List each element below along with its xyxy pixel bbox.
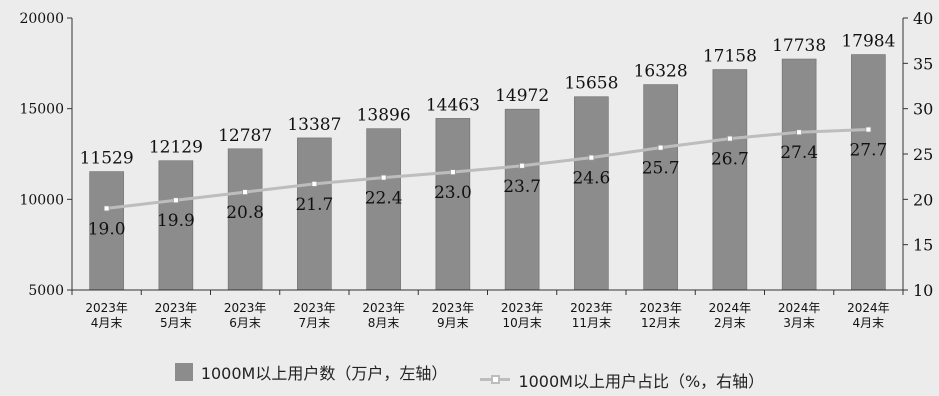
share-point (796, 129, 803, 136)
bar-value-label: 16328 (634, 62, 688, 82)
bar-value-label: 11529 (80, 149, 134, 169)
share-value-label: 19.0 (88, 219, 126, 239)
share-value-label: 27.4 (780, 143, 818, 163)
x-tick-label: 2023年 4月末 (85, 301, 128, 330)
bar-value-label: 12787 (218, 126, 272, 146)
x-tick-label: 2023年 7月末 (293, 301, 336, 330)
share-point (380, 174, 387, 181)
share-value-label: 23.0 (434, 183, 472, 203)
bar (574, 96, 609, 291)
x-tick-label: 2024年 2月末 (709, 301, 752, 330)
bar (504, 108, 540, 291)
share-value-label: 21.7 (295, 195, 333, 215)
right-tick-label: 30 (913, 100, 933, 119)
share-value-label: 25.7 (642, 159, 680, 179)
right-tick-label: 25 (913, 145, 933, 164)
chart: 5000 10000 15000 20000 10 15 20 25 30 35 40 2023年 4月… (19, 9, 933, 330)
bar (781, 58, 817, 291)
x-tick-label: 2023年 8月末 (362, 301, 405, 330)
bar-value-label: 14972 (495, 86, 549, 106)
share-point (657, 144, 664, 151)
x-tick-label: 2023年 10月末 (501, 301, 544, 330)
bar (712, 69, 748, 291)
share-point (519, 162, 526, 169)
right-tick-label: 10 (913, 281, 933, 300)
share-value-label: 23.7 (503, 177, 541, 197)
share-value-label: 19.9 (157, 211, 195, 231)
share-line (106, 128, 869, 210)
bar-value-label: 13896 (357, 106, 411, 126)
share-point (449, 169, 456, 176)
legend-label-share: 1000M以上用户占比（%，右轴） (518, 371, 765, 391)
labels-layer: 11529 12129 12787 13387 13896 14463 14972 15658… (80, 32, 896, 240)
legend-item-users: 1000M以上用户数（万户，左轴） (174, 360, 448, 384)
bar-value-label: 13387 (287, 115, 341, 135)
share-point (311, 181, 318, 187)
left-tick-label: 20000 (19, 11, 64, 27)
share-point (865, 126, 872, 133)
bar (89, 171, 124, 291)
bar (435, 118, 471, 291)
legend-bar-swatch (174, 363, 193, 381)
bar (643, 84, 678, 291)
share-value-label: 26.7 (711, 150, 749, 170)
bars-layer (89, 54, 886, 291)
axes-layer: 5000 10000 15000 20000 10 15 20 25 30 35 40 2023年 4月… (19, 9, 933, 330)
left-tick-label: 15000 (19, 102, 64, 118)
legend-line-swatch (480, 375, 511, 384)
bar (851, 54, 886, 291)
share-point (172, 197, 179, 204)
share-value-label: 24.6 (572, 169, 610, 189)
line-layer (103, 126, 872, 212)
x-tick-label: 2024年 4月末 (847, 301, 890, 330)
legend-label-users: 1000M以上用户数（万户，左轴） (200, 364, 448, 383)
x-tick-label: 2023年 5月末 (155, 301, 198, 330)
bar (158, 160, 194, 291)
bar-value-label: 12129 (149, 138, 203, 158)
share-value-label: 27.7 (849, 141, 887, 161)
bar-value-label: 15658 (564, 74, 618, 94)
right-tick-label: 15 (913, 236, 933, 255)
bar (227, 148, 263, 291)
bar (366, 128, 401, 291)
x-tick-label: 2023年 11月末 (570, 301, 613, 330)
bar-value-label: 17158 (703, 47, 757, 67)
right-tick-label: 35 (913, 54, 933, 73)
bar-value-label: 17738 (772, 36, 826, 56)
bar (297, 137, 332, 291)
legend: 1000M以上用户数（万户，左轴） 1000M以上用户占比（%，右轴） (0, 360, 939, 392)
left-tick-label: 5000 (28, 283, 64, 299)
right-tick-label: 40 (913, 9, 933, 28)
x-tick-label: 2023年 6月末 (224, 301, 267, 330)
share-value-label: 20.8 (226, 203, 264, 223)
share-value-label: 22.4 (365, 189, 403, 209)
legend-item-share: 1000M以上用户占比（%，右轴） (480, 368, 764, 392)
share-point (242, 189, 249, 195)
share-point (726, 135, 733, 142)
share-point (103, 205, 110, 212)
x-tick-label: 2023年 9月末 (432, 301, 475, 330)
left-tick-label: 10000 (19, 192, 64, 208)
right-tick-label: 20 (913, 190, 933, 209)
bar-value-label: 14463 (426, 95, 480, 115)
x-tick-label: 2023年 12月末 (639, 301, 682, 330)
share-point (588, 154, 595, 161)
x-tick-label: 2024年 3月末 (778, 301, 821, 330)
bar-value-label: 17984 (841, 32, 895, 52)
